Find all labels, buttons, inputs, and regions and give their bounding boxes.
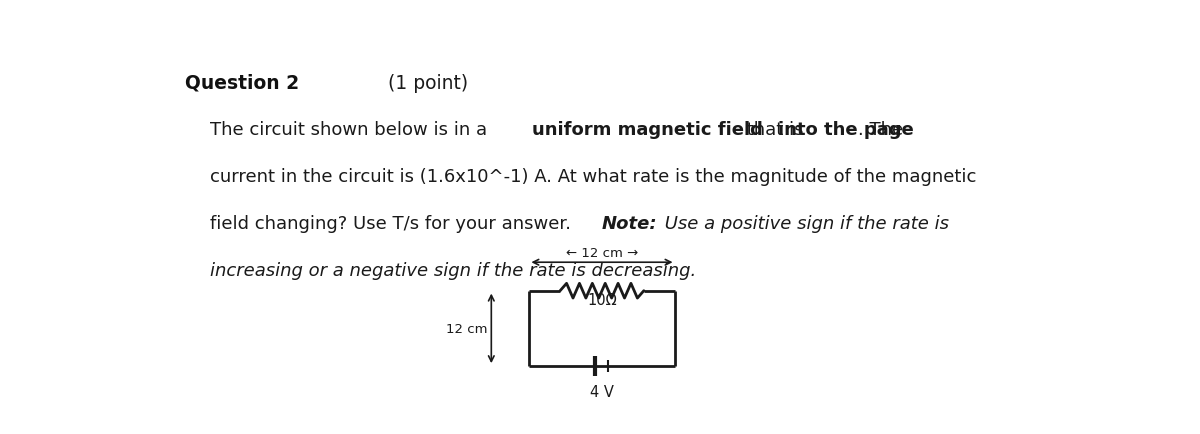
- Text: field changing? Use T/s for your answer.: field changing? Use T/s for your answer.: [210, 214, 583, 232]
- Text: increasing or a negative sign if the rate is decreasing.: increasing or a negative sign if the rat…: [210, 261, 697, 279]
- Text: 12 cm: 12 cm: [446, 322, 487, 335]
- Text: ← 12 cm →: ← 12 cm →: [566, 247, 638, 259]
- Text: 4 V: 4 V: [590, 385, 614, 400]
- Text: that is: that is: [742, 121, 810, 138]
- Text: current in the circuit is (1.6x10^-1) A. At what rate is the magnitude of the ma: current in the circuit is (1.6x10^-1) A.…: [210, 168, 977, 185]
- Text: into the page: into the page: [778, 121, 913, 138]
- Text: Note:: Note:: [601, 214, 658, 232]
- Text: The circuit shown below is in a: The circuit shown below is in a: [210, 121, 493, 138]
- Text: Question 2: Question 2: [185, 74, 300, 93]
- Text: . The: . The: [858, 121, 902, 138]
- Text: (1 point): (1 point): [382, 74, 468, 93]
- Text: 10Ω: 10Ω: [587, 293, 617, 308]
- Text: Use a positive sign if the rate is: Use a positive sign if the rate is: [660, 214, 949, 232]
- Text: uniform magnetic field: uniform magnetic field: [533, 121, 763, 138]
